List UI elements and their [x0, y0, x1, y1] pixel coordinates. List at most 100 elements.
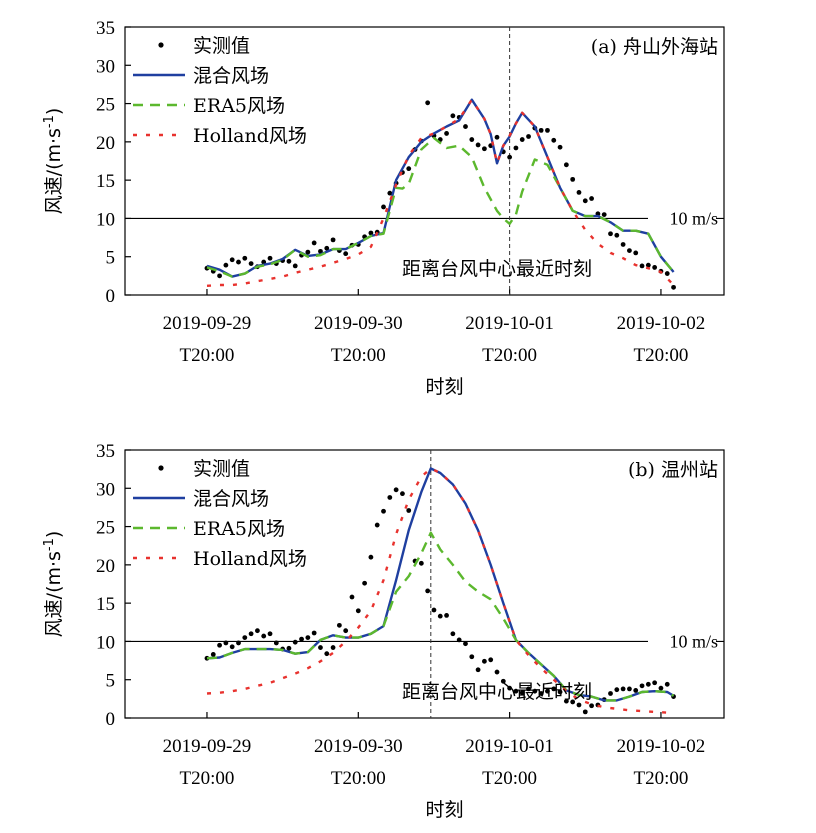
observed-point [482, 146, 487, 152]
observed-point [563, 698, 569, 704]
observed-point [305, 635, 311, 640]
x-tick-label-time: T20:00 [331, 768, 386, 789]
observed-point [620, 242, 626, 247]
observed-point [242, 255, 248, 261]
observed-point [318, 248, 323, 254]
observed-point [614, 232, 620, 238]
y-tick-label: 5 [106, 671, 116, 692]
observed-point [664, 271, 670, 276]
observed-point [236, 259, 241, 265]
observed-point [513, 145, 519, 151]
observed-point [645, 681, 651, 687]
x-tick-label-time: T20:00 [482, 345, 537, 366]
observed-point [482, 658, 487, 664]
observed-point [406, 508, 412, 513]
observed-point [620, 686, 626, 692]
observed-point [273, 640, 279, 646]
observed-point [400, 491, 405, 497]
observed-point [362, 580, 367, 586]
observed-point [336, 622, 342, 628]
legend-label: 混合风场 [193, 65, 269, 87]
observed-point [210, 652, 216, 657]
observed-point [545, 127, 550, 133]
observed-point [217, 642, 222, 648]
y-tick-label: 15 [96, 171, 115, 192]
observed-point [557, 689, 563, 695]
observed-point [519, 137, 525, 142]
x-tick-label-date: 2019-09-29 [163, 736, 252, 757]
observed-point [633, 688, 639, 693]
observed-point [652, 680, 658, 686]
observed-point [229, 644, 235, 650]
observed-point [494, 134, 500, 140]
observed-point [374, 522, 380, 528]
observed-point [551, 137, 557, 143]
observed-point [563, 162, 569, 168]
observed-point [255, 628, 260, 634]
legend-label: ERA5风场 [193, 95, 285, 117]
legend-label: Holland风场 [193, 125, 307, 147]
x-tick-label-date: 2019-10-02 [617, 313, 706, 334]
observed-point [229, 257, 235, 263]
x-tick-label-date: 2019-10-01 [465, 736, 554, 757]
observed-point [500, 678, 506, 684]
observed-point [582, 709, 588, 715]
observed-point [343, 251, 349, 257]
observed-point [431, 607, 437, 613]
reference-line-label: 10 m/s [669, 208, 718, 228]
observed-point [645, 262, 651, 268]
panel-b: 0 5 10 15 20 25 30 35 2019-09-29 T20:00 2019-09-30… [42, 441, 725, 821]
series-line-era5 [206, 136, 675, 278]
observed-point [368, 230, 374, 236]
observed-point [292, 263, 298, 269]
observed-point [318, 645, 323, 650]
observed-point [639, 683, 645, 689]
observed-point [456, 637, 462, 643]
x-axis-title: 时刻 [425, 799, 463, 821]
panel-title: (a) 舟山外海站 [591, 36, 718, 58]
x-tick-label-time: T20:00 [634, 345, 689, 366]
observed-point [576, 189, 582, 195]
observed-point [507, 685, 513, 691]
y-tick-label: 20 [96, 556, 115, 577]
observed-point [519, 690, 525, 696]
closest-time-label: 距离台风中心最近时刻 [402, 258, 592, 280]
observed-point [223, 640, 229, 646]
observed-point [608, 691, 613, 696]
y-tick-label: 0 [106, 709, 116, 730]
observed-point [330, 237, 336, 243]
observed-point [494, 669, 500, 675]
plot-frame [124, 449, 725, 719]
legend-label: 混合风场 [193, 488, 269, 510]
observed-point [658, 685, 664, 691]
reference-line-label: 10 m/s [669, 631, 718, 651]
observed-point [463, 124, 468, 129]
observed-point [444, 612, 449, 618]
observed-point [444, 131, 449, 136]
observed-point [475, 667, 481, 673]
observed-point [526, 686, 531, 692]
x-tick-label-time: T20:00 [634, 768, 689, 789]
observed-point [261, 633, 267, 639]
observed-point [633, 250, 639, 256]
observed-point [349, 594, 355, 600]
y-tick-label: 0 [106, 286, 116, 307]
x-tick-label-time: T20:00 [180, 768, 235, 789]
y-tick-label: 25 [96, 95, 115, 116]
x-tick-label-time: T20:00 [482, 768, 537, 789]
observed-point [469, 137, 475, 142]
y-tick-label: 10 [96, 209, 115, 230]
plot-frame [124, 26, 725, 296]
observed-point [387, 495, 393, 500]
y-tick-label: 20 [96, 133, 115, 154]
x-tick-label-date: 2019-10-02 [617, 736, 706, 757]
series-line-hybrid [206, 467, 675, 702]
observed-point [526, 134, 531, 139]
legend-marker-dots [158, 465, 164, 471]
legend-label: 实测值 [193, 458, 250, 480]
y-tick-label: 35 [96, 18, 115, 39]
observed-point [236, 640, 241, 646]
observed-point [664, 681, 670, 687]
observed-point [538, 691, 544, 696]
